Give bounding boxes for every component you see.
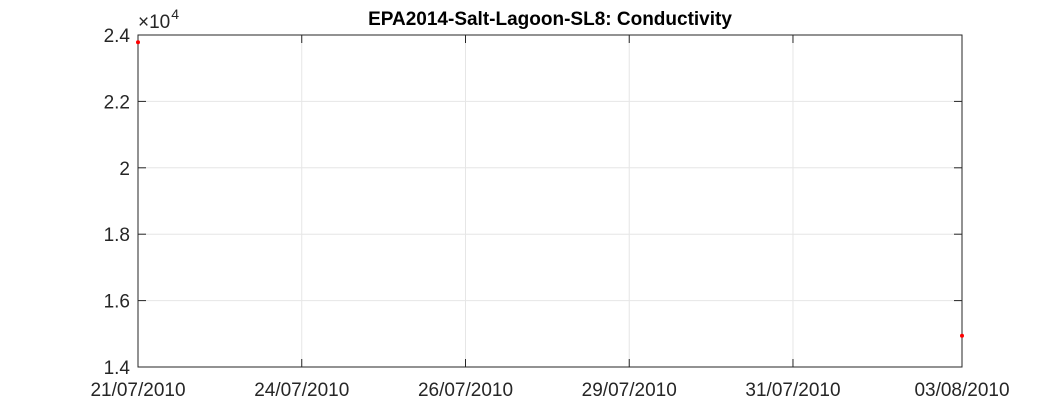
x-tick-label: 26/07/2010 [418,380,513,401]
y-tick-labels: 1.4 1.6 1.8 2 2.2 2.4 [104,26,131,379]
y-tick-label: 1.4 [104,358,131,379]
chart-title: EPA2014-Salt-Lagoon-SL8: Conductivity [368,9,732,30]
y-exponent-power: 4 [171,6,179,22]
grid-lines [138,35,962,367]
data-points [136,40,964,338]
x-tick-label: 03/08/2010 [914,380,1009,401]
data-point [136,40,140,45]
y-tick-label: 2 [119,159,130,180]
y-tick-label: 1.8 [104,225,130,246]
axes [137,34,963,368]
y-tick-label: 2.2 [104,92,130,113]
plot-background [138,35,962,367]
y-exponent-base: ×10 [138,12,170,33]
data-point [960,333,964,338]
y-tick-label: 2.4 [104,26,131,47]
x-tick-label: 24/07/2010 [254,380,349,401]
plot-frame [137,34,963,368]
x-tick-label: 21/07/2010 [90,380,185,401]
x-tick-label: 29/07/2010 [582,380,677,401]
y-tick-label: 1.6 [104,292,130,313]
x-tick-label: 31/07/2010 [745,380,840,401]
x-tick-labels: 21/07/2010 24/07/2010 26/07/2010 29/07/2010… [90,380,1009,401]
